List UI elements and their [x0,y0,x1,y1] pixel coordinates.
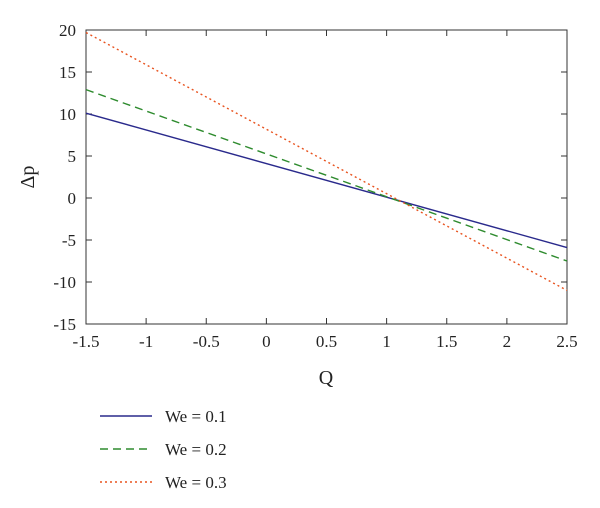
series-line [85,31,568,292]
x-tick-label: -0.5 [193,332,220,351]
y-tick-label: 10 [59,105,76,124]
y-tick-label: -15 [53,315,76,334]
series-lines [85,31,568,292]
y-tick-label: 15 [59,63,76,82]
plot-frame [85,29,568,325]
legend-label: We = 0.2 [165,440,227,459]
x-tick-label: 1.5 [436,332,457,351]
x-tick-label: 1 [382,332,391,351]
legend-label: We = 0.1 [165,407,227,426]
y-tick-label: 20 [59,21,76,40]
x-axis-label: Q [319,367,334,389]
y-axis-label: Δp [17,166,39,189]
legend-label: We = 0.3 [165,473,227,492]
series-line [85,88,568,262]
legend: We = 0.1 We = 0.2 We = 0.3 [100,407,227,492]
x-tick-label: 0.5 [316,332,337,351]
x-tick-label: 2 [503,332,512,351]
y-tick-label: -5 [62,231,76,250]
x-tick-label: -1 [139,332,153,351]
x-tick-label: -1.5 [73,332,100,351]
series-line [85,112,568,249]
ticks: -1.5 -1 -0.5 0 0.5 1 1.5 2 2.5 -15 -10 -5 0 5 10 15 20 [53,21,577,351]
y-tick-label: 5 [68,147,77,166]
y-tick-label: 0 [68,189,77,208]
y-tick-label: -10 [53,273,76,292]
x-tick-label: 2.5 [556,332,577,351]
x-tick-label: 0 [262,332,271,351]
